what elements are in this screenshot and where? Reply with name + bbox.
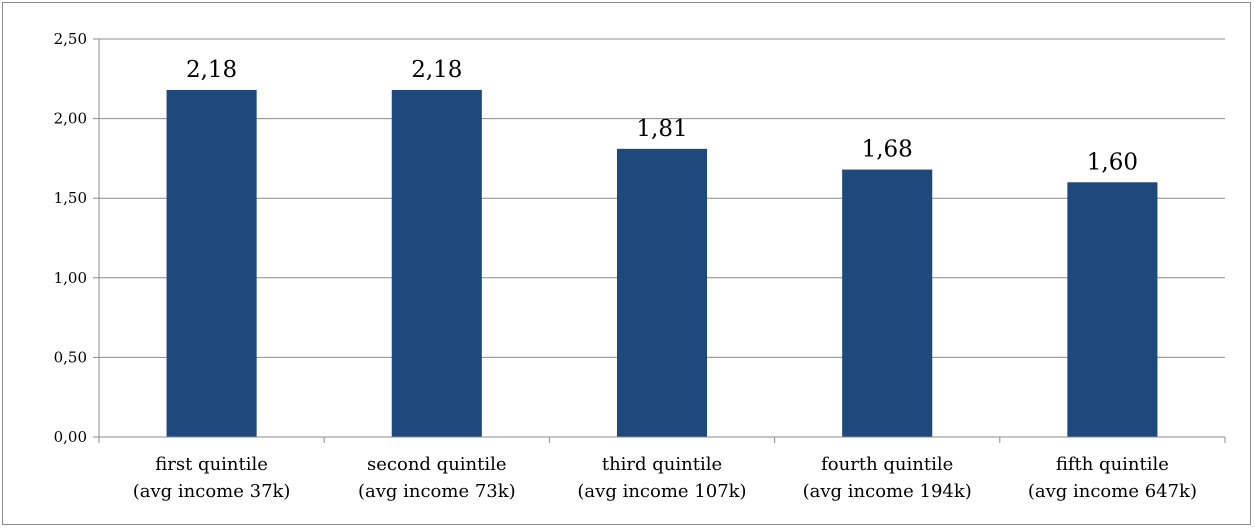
x-category-label: fifth quintile <box>1056 454 1169 475</box>
x-category-label: third quintile <box>602 454 722 475</box>
bars <box>166 89 1158 437</box>
bar-chart: 0,00 0,50 1,00 1,50 2,00 2,50 2,18 first quinti… <box>54 30 1226 502</box>
x-category-label: fourth quintile <box>821 454 953 475</box>
x-category-label: (avg income 107k) <box>577 481 746 502</box>
y-tick-label: 2,00 <box>54 110 87 128</box>
bar <box>391 89 482 437</box>
x-category-label: (avg income 194k) <box>803 481 972 502</box>
bar <box>166 89 257 437</box>
data-label: 2,18 <box>186 57 237 83</box>
data-label: 1,60 <box>1087 149 1138 175</box>
y-tick-label: 1,00 <box>54 269 87 287</box>
bar <box>616 148 708 437</box>
x-category-label: (avg income 37k) <box>133 481 291 502</box>
x-category-label: (avg income 73k) <box>358 481 516 502</box>
x-category-label: second quintile <box>367 454 507 475</box>
y-tick-label: 1,50 <box>54 189 87 207</box>
data-label: 1,81 <box>636 116 687 142</box>
data-label: 1,68 <box>862 137 913 163</box>
bar <box>842 169 933 437</box>
data-label: 2,18 <box>411 57 462 83</box>
bar <box>1067 182 1158 437</box>
y-tick-label: 0,00 <box>54 428 87 446</box>
x-category-label: (avg income 647k) <box>1028 481 1197 502</box>
x-category-label: first quintile <box>155 454 268 475</box>
axes <box>93 38 1226 443</box>
y-tick-label: 0,50 <box>54 348 87 366</box>
y-tick-label: 2,50 <box>54 30 87 48</box>
labels: 0,00 0,50 1,00 1,50 2,00 2,50 2,18 first quinti… <box>54 30 1197 502</box>
